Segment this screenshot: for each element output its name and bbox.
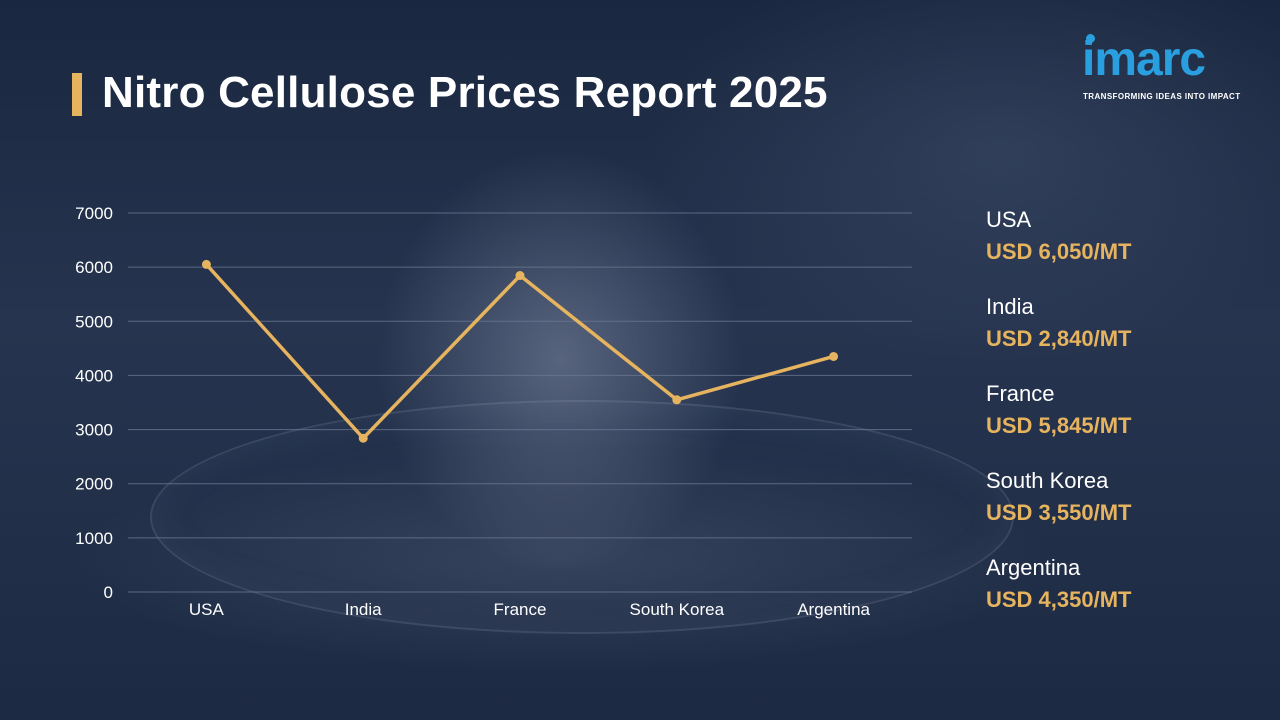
legend-price: USD 3,550/MT	[986, 500, 1132, 525]
x-tick-label: USA	[189, 600, 225, 619]
y-tick-label: 0	[104, 583, 113, 602]
petri-dish-backdrop	[150, 400, 1014, 634]
imarc-logo: imarc TRANSFORMING IDEAS INTO IMPACT	[1080, 30, 1250, 102]
logo-tagline: TRANSFORMING IDEAS INTO IMPACT	[1083, 92, 1241, 101]
y-axis-ticks: 0 1000 2000 3000 4000 5000 6000 7000	[75, 204, 113, 602]
x-tick-label: Argentina	[797, 600, 870, 619]
legend-item-south-korea: South Korea USD 3,550/MT	[986, 466, 1266, 553]
legend-item-india: India USD 2,840/MT	[986, 292, 1266, 379]
logo-wordmark: imarc	[1082, 33, 1206, 86]
data-point	[672, 395, 682, 405]
y-tick-label: 2000	[75, 475, 113, 494]
y-tick-label: 7000	[75, 204, 113, 223]
legend-price: USD 5,845/MT	[986, 413, 1132, 438]
title-accent-bar	[72, 73, 82, 116]
price-legend: USA USD 6,050/MT India USD 2,840/MT Fran…	[986, 205, 1266, 640]
legend-item-france: France USD 5,845/MT	[986, 379, 1266, 466]
price-line-chart: 0 1000 2000 3000 4000 5000 6000 7000 USA India Fr…	[75, 204, 912, 619]
legend-country: Argentina	[986, 555, 1081, 580]
legend-price: USD 6,050/MT	[986, 239, 1132, 264]
page-title: Nitro Cellulose Prices Report 2025	[102, 68, 828, 117]
data-point	[201, 259, 211, 269]
legend-price: USD 4,350/MT	[986, 587, 1132, 612]
data-point	[515, 271, 525, 281]
y-tick-label: 4000	[75, 366, 113, 385]
x-tick-label: France	[494, 600, 547, 619]
x-tick-label: South Korea	[630, 600, 725, 619]
y-tick-label: 1000	[75, 529, 113, 548]
series-layer	[201, 259, 839, 443]
legend-country: South Korea	[986, 468, 1109, 493]
series-line	[205, 263, 835, 440]
legend-item-argentina: Argentina USD 4,350/MT	[986, 553, 1266, 640]
data-point	[358, 433, 368, 443]
legend-country: India	[986, 294, 1034, 319]
y-tick-label: 5000	[75, 312, 113, 331]
legend-price: USD 2,840/MT	[986, 326, 1132, 351]
logo-dot	[1086, 34, 1095, 43]
x-axis-ticks: USA India France South Korea Argentina	[189, 600, 871, 619]
chart-grid	[128, 212, 912, 593]
y-tick-label: 3000	[75, 421, 113, 440]
legend-country: France	[986, 381, 1055, 406]
legend-country: USA	[986, 207, 1032, 232]
data-point	[829, 351, 839, 361]
legend-item-usa: USA USD 6,050/MT	[986, 205, 1266, 292]
y-tick-label: 6000	[75, 258, 113, 277]
x-tick-label: India	[345, 600, 382, 619]
